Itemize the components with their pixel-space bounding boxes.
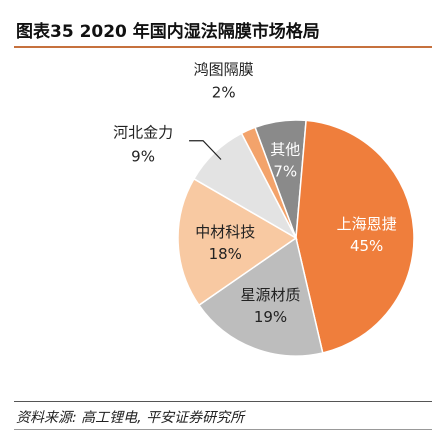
pie-slice-3 xyxy=(177,177,298,307)
slice-label-value-4: 9% xyxy=(131,148,155,166)
slice-label-value-0: 7% xyxy=(273,162,297,180)
pie-slices xyxy=(177,119,415,357)
slice-label-name-3: 中材科技 xyxy=(195,223,255,241)
slice-label-name-0: 其他 xyxy=(270,140,300,158)
slice-label-name-1: 上海恩捷 xyxy=(337,215,397,233)
pie-slice-2 xyxy=(197,236,324,357)
slice-label-value-2: 19% xyxy=(254,308,287,326)
slice-label-name-2: 星源材质 xyxy=(240,286,300,304)
footer-rule xyxy=(14,429,432,430)
figure-footer: 资料来源: 高工锂电, 平安证券研究所 xyxy=(14,401,432,430)
pie-labels: 其他 7% 上海恩捷 45% 星源材质 19% 中材科技 18% 河北金力 9% 鸿图隔膜 2% xyxy=(113,60,397,326)
figure-header: 图表35 2020 年国内湿法隔膜市场格局 xyxy=(14,8,432,48)
source-note: 资料来源: 高工锂电, 平安证券研究所 xyxy=(16,410,245,426)
leader-line-4 xyxy=(189,140,222,160)
slice-label-value-5: 2% xyxy=(212,83,236,101)
pie-slice-1 xyxy=(295,119,415,354)
slice-label-name-4: 河北金力 xyxy=(113,124,173,142)
slice-label-name-5: 鸿图隔膜 xyxy=(194,60,254,78)
slice-label-value-1: 45% xyxy=(350,237,383,255)
slice-label-value-3: 18% xyxy=(209,245,242,263)
figure-title: 图表35 2020 年国内湿法隔膜市场格局 xyxy=(16,22,320,42)
pie-slice-5 xyxy=(240,126,297,239)
